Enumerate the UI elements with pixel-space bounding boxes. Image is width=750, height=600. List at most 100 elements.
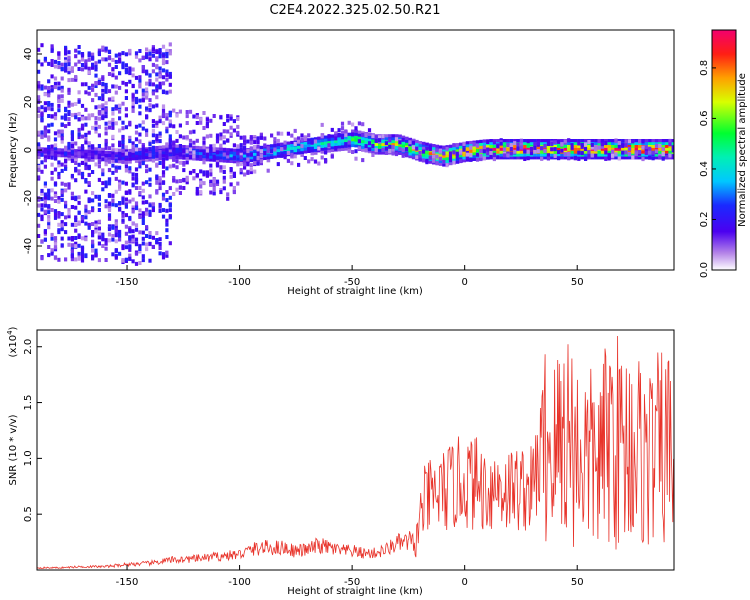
heatmap-cell (232, 174, 236, 178)
heatmap-cell (87, 181, 91, 185)
heatmap-cell (570, 145, 574, 150)
heatmap-cell (155, 151, 159, 155)
heatmap-cell (536, 153, 541, 157)
heatmap-cell (118, 186, 122, 191)
heatmap-cell (438, 145, 443, 149)
heatmap-cell (70, 66, 74, 71)
heatmap-cell (77, 146, 82, 150)
heatmap-cell (205, 146, 210, 150)
heatmap-cell (168, 142, 172, 147)
heatmap-cell (118, 103, 122, 108)
heatmap-cell (668, 156, 672, 160)
heatmap-cell (570, 150, 575, 154)
heatmap-cell (158, 115, 162, 120)
heatmap-cell (172, 147, 176, 151)
heatmap-cell (128, 253, 132, 258)
heatmap-cell (134, 147, 139, 152)
heatmap-cell (266, 153, 271, 157)
heatmap-cell (101, 57, 105, 62)
heatmap-cell (627, 141, 632, 145)
heatmap-cell (40, 160, 44, 165)
heatmap-cell (580, 147, 585, 151)
heatmap-cell (307, 138, 311, 142)
heatmap-cell (165, 166, 169, 171)
heatmap-cell (594, 150, 598, 154)
heatmap-cell (364, 146, 368, 151)
heatmap-cell (405, 153, 409, 158)
heatmap-cell (243, 154, 247, 158)
heatmap-cell (671, 154, 674, 159)
heatmap-cell (459, 142, 463, 146)
heatmap-cell (563, 144, 568, 148)
heatmap-cell (128, 51, 132, 56)
heatmap-cell (202, 157, 206, 162)
heatmap-cell (651, 150, 655, 155)
heatmap-cell (408, 155, 412, 159)
heatmap-cell (597, 139, 601, 144)
heatmap-cell (280, 142, 284, 146)
heatmap-cell (435, 159, 439, 163)
heatmap-cell (151, 148, 155, 153)
heatmap-cell (165, 150, 169, 154)
heatmap-cell (67, 62, 71, 67)
heatmap-cell (148, 235, 152, 239)
heatmap-cell (469, 145, 473, 150)
heatmap-cell (175, 147, 179, 151)
heatmap-cell (425, 151, 429, 155)
heatmap-cell (654, 149, 659, 154)
heatmap-cell (175, 138, 179, 143)
heatmap-cell (246, 170, 250, 175)
heatmap-cell (97, 235, 101, 240)
heatmap-cell (553, 140, 557, 145)
heatmap-cell (543, 139, 547, 143)
heatmap-cell (408, 146, 412, 150)
heatmap-cell (148, 147, 152, 152)
heatmap-cell (84, 178, 88, 182)
heatmap-cell (364, 140, 369, 144)
heatmap-cell (107, 56, 112, 61)
heatmap-cell (661, 144, 666, 148)
heatmap-cell (161, 75, 166, 80)
heatmap-cell (259, 157, 264, 161)
heatmap-cell (668, 153, 672, 158)
heatmap-cell (502, 141, 507, 145)
heatmap-cell (50, 46, 54, 51)
heatmap-cell (324, 144, 328, 148)
heatmap-cell (43, 203, 47, 208)
heatmap-cell (303, 135, 307, 140)
heatmap-cell (47, 253, 51, 258)
heatmap-cell (199, 157, 203, 161)
heatmap-cell (631, 139, 635, 144)
heatmap-cell (50, 196, 54, 201)
heatmap-cell (178, 150, 183, 154)
heatmap-cell (334, 146, 338, 151)
heatmap-cell (47, 123, 51, 128)
heatmap-cell (394, 142, 399, 146)
heatmap-cell (340, 145, 345, 149)
heatmap-cell (290, 146, 294, 150)
heatmap-cell (499, 156, 504, 160)
heatmap-cell (270, 155, 274, 159)
heatmap-cell (50, 147, 55, 151)
heatmap-cell (60, 115, 64, 120)
heatmap-cell (354, 126, 358, 131)
heatmap-cell (455, 149, 460, 153)
heatmap-cell (192, 148, 196, 152)
heatmap-cell (513, 153, 517, 157)
heatmap-cell (80, 67, 85, 72)
heatmap-cell (560, 156, 564, 160)
heatmap-cell (432, 161, 436, 165)
heatmap-cell (101, 150, 105, 154)
heatmap-y-axis-label: Frequency (Hz) (8, 112, 19, 188)
heatmap-cell (77, 132, 81, 137)
heatmap-cell (168, 156, 173, 160)
heatmap-cell (158, 153, 162, 158)
heatmap-cell (101, 168, 105, 173)
snr-series-line (37, 335, 674, 570)
heatmap-cell (337, 145, 342, 149)
heatmap-cell (47, 153, 51, 157)
heatmap-cell (131, 104, 135, 109)
heatmap-cell (661, 141, 666, 145)
heatmap-cell (553, 144, 558, 148)
heatmap-cell (53, 137, 58, 142)
